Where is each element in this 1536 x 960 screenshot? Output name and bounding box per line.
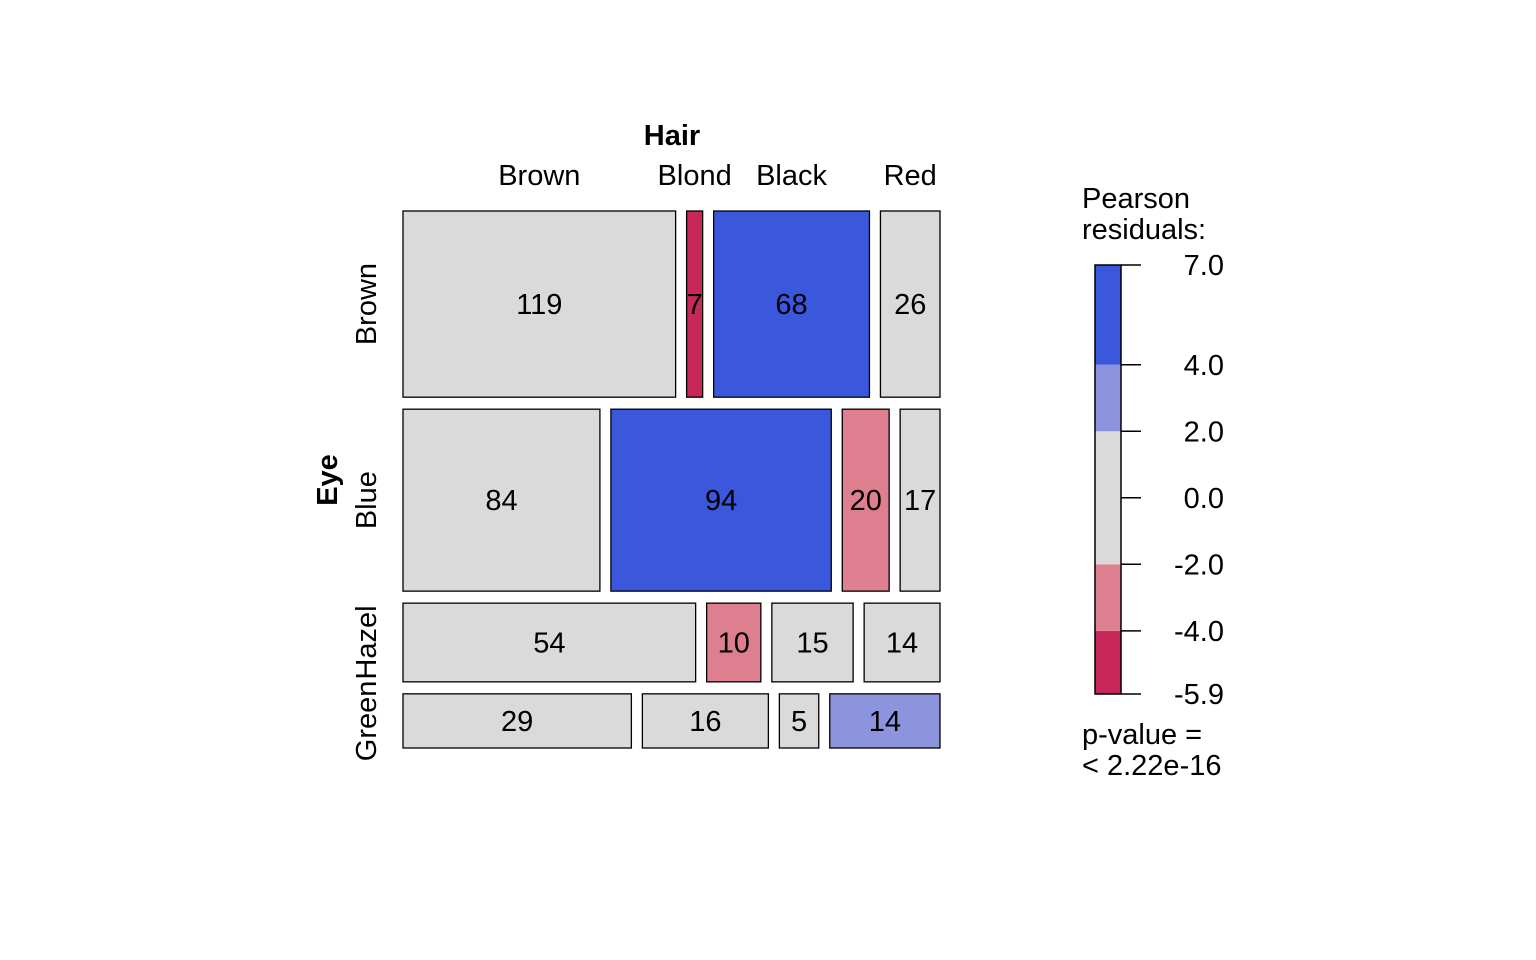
mosaic-cell xyxy=(771,602,854,683)
legend-tick-label: 2.0 xyxy=(1184,416,1224,448)
legend: Pearson residuals: 7.0 4.0 2.0 0.0 -2.0 -4.0 -… xyxy=(1082,183,1224,782)
cell-count-label: 94 xyxy=(705,485,737,517)
mosaic-cell xyxy=(778,693,820,749)
legend-tick-label: -4.0 xyxy=(1174,616,1224,648)
cell-count-label: 119 xyxy=(516,289,562,321)
mosaic-cell xyxy=(641,693,770,749)
mosaic-cell xyxy=(705,602,762,683)
mosaic-cell xyxy=(713,210,871,398)
cell-count-label: 29 xyxy=(501,706,533,738)
mosaic-cell xyxy=(879,210,941,398)
cell-count-label: 10 xyxy=(718,627,750,659)
cell-count-label: 7 xyxy=(687,289,703,321)
mosaic-cell xyxy=(829,693,941,749)
mosaic-cell xyxy=(402,408,601,592)
row-level-label: Hazel xyxy=(351,605,383,679)
legend-band xyxy=(1095,431,1121,565)
legend-band xyxy=(1095,630,1121,694)
cell-count-label: 14 xyxy=(886,627,918,659)
cell-count-label: 84 xyxy=(485,485,517,517)
legend-tick-label: 7.0 xyxy=(1184,250,1224,282)
cell-count-label: 26 xyxy=(894,289,926,321)
legend-band xyxy=(1095,564,1121,631)
legend-tick-label: -5.9 xyxy=(1174,679,1224,711)
mosaic-cell xyxy=(899,408,941,592)
row-level-label: Green xyxy=(351,681,383,762)
legend-title-line2: residuals: xyxy=(1082,214,1206,246)
mosaic-cell xyxy=(610,408,832,592)
cell-count-label: 20 xyxy=(850,485,882,517)
cell-count-label: 17 xyxy=(904,485,936,517)
cell-count-label: 54 xyxy=(533,627,565,659)
pvalue-line2: < 2.22e-16 xyxy=(1082,750,1221,782)
mosaic-cell xyxy=(841,408,890,592)
cell-count-label: 68 xyxy=(775,289,807,321)
cell-count-label: 15 xyxy=(796,627,828,659)
mosaic-cell xyxy=(402,602,697,683)
cell-count-label: 16 xyxy=(689,706,721,738)
legend-bar-border xyxy=(1094,264,1122,695)
col-level-label: Brown xyxy=(498,160,580,192)
cell-count-label: 5 xyxy=(791,706,807,738)
legend-title-line1: Pearson xyxy=(1082,183,1190,215)
legend-tick-label: 0.0 xyxy=(1184,483,1224,515)
legend-tick-label: 4.0 xyxy=(1184,350,1224,382)
col-variable-label: Hair xyxy=(644,120,700,152)
legend-band xyxy=(1095,364,1121,432)
legend-band xyxy=(1095,265,1121,365)
mosaic-cell xyxy=(402,693,633,749)
pvalue-line1: p-value = xyxy=(1082,719,1202,751)
row-level-label: Blue xyxy=(351,471,383,529)
row-level-label: Brown xyxy=(351,263,383,345)
mosaic-cell xyxy=(685,210,704,398)
col-level-label: Black xyxy=(756,160,827,192)
mosaic-cell xyxy=(863,602,941,683)
row-variable-label: Eye xyxy=(312,454,344,506)
col-level-label: Blond xyxy=(658,160,732,192)
legend-tick-label: -2.0 xyxy=(1174,549,1224,581)
mosaic-cell xyxy=(402,210,677,398)
cell-count-label: 14 xyxy=(869,706,901,738)
col-level-label: Red xyxy=(884,160,937,192)
